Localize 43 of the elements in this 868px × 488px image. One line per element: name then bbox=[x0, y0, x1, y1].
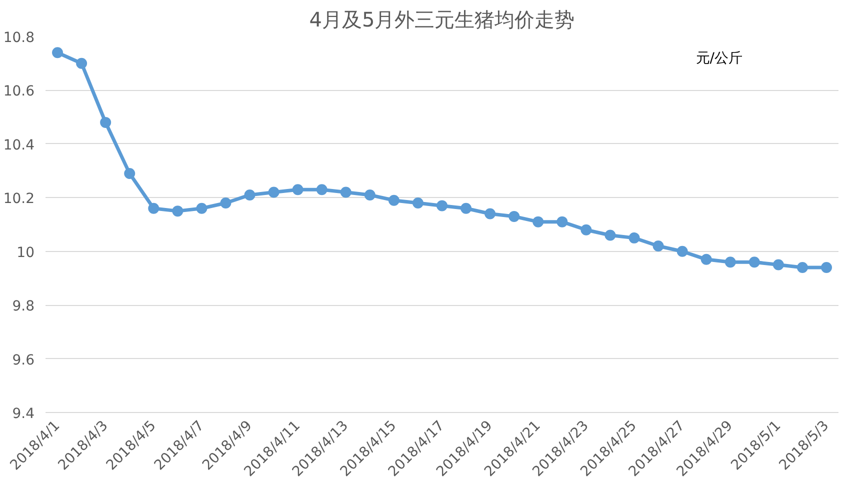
y-tick-label: 10 bbox=[16, 244, 35, 261]
point bbox=[532, 216, 544, 228]
point bbox=[820, 262, 832, 273]
point bbox=[76, 58, 88, 69]
point bbox=[340, 186, 352, 198]
point bbox=[436, 200, 448, 212]
point bbox=[700, 254, 712, 265]
point bbox=[268, 186, 280, 198]
point bbox=[196, 202, 208, 214]
point bbox=[772, 259, 784, 270]
point bbox=[628, 232, 640, 244]
point bbox=[316, 184, 328, 196]
point bbox=[508, 210, 520, 222]
point bbox=[172, 206, 184, 217]
point bbox=[292, 184, 304, 196]
annotation: 元/公斤 bbox=[696, 50, 742, 67]
point bbox=[724, 256, 736, 268]
y-tick-label: 10.2 bbox=[3, 191, 34, 208]
y-tick-label: 10.4 bbox=[3, 137, 35, 154]
y-tick-label: 10.6 bbox=[3, 84, 35, 100]
point bbox=[148, 202, 160, 214]
point bbox=[796, 262, 808, 273]
point bbox=[580, 224, 592, 236]
point bbox=[364, 189, 376, 200]
point bbox=[556, 216, 568, 228]
point bbox=[124, 168, 136, 179]
point bbox=[412, 198, 424, 209]
point bbox=[100, 116, 112, 128]
chart-title: 4月及5月外三元生猪均价走势 bbox=[309, 8, 575, 32]
point bbox=[676, 246, 688, 257]
point bbox=[460, 202, 472, 214]
point bbox=[748, 256, 760, 268]
y-tick-label: 10.8 bbox=[3, 30, 34, 46]
y-tick-label: 9.4 bbox=[12, 406, 35, 422]
y-tick-label: 9.8 bbox=[12, 298, 34, 315]
point bbox=[388, 194, 400, 206]
y-tick-label: 9.6 bbox=[12, 352, 35, 368]
point bbox=[484, 208, 496, 220]
point bbox=[244, 189, 256, 200]
point bbox=[652, 240, 664, 252]
point bbox=[220, 198, 232, 209]
point bbox=[604, 230, 616, 241]
point bbox=[52, 47, 64, 58]
